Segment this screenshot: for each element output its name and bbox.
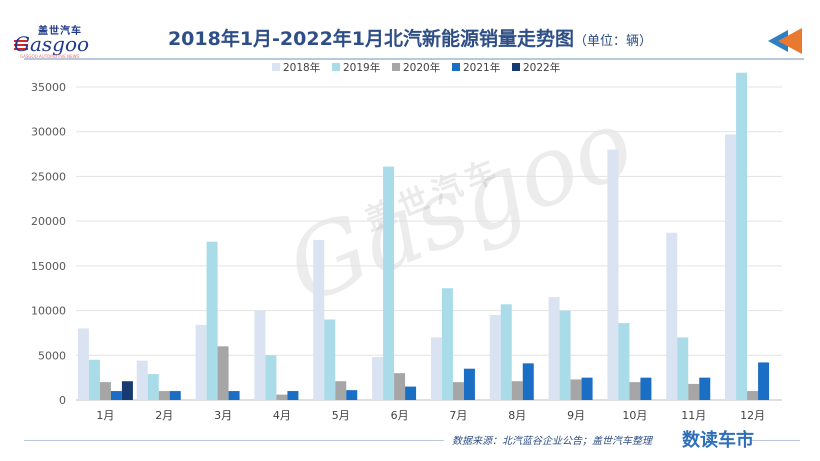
bar — [276, 394, 288, 400]
bar — [110, 391, 122, 400]
bar — [383, 166, 395, 400]
bar — [206, 241, 218, 400]
x-tick-label: 6月 — [391, 409, 409, 422]
x-tick-label: 11月 — [681, 409, 706, 422]
bar — [463, 368, 475, 400]
data-source-note: 数据来源：北汽蓝谷企业公告；盖世汽车整理 — [452, 436, 652, 447]
bar — [228, 391, 240, 400]
x-tick-label: 7月 — [449, 409, 467, 422]
y-tick-label: 0 — [59, 394, 66, 407]
gasgoo-logo: 盖世汽车 Gasgoo GASGOO AUTOMOTIVE NEWS — [14, 22, 92, 60]
bar — [607, 149, 619, 400]
bar — [346, 390, 358, 400]
footer-divider-right — [752, 440, 800, 441]
bar — [570, 379, 582, 400]
arrow-left-icon — [768, 28, 802, 54]
bar — [640, 377, 652, 400]
title-divider — [24, 58, 804, 60]
bar — [372, 357, 384, 400]
x-tick-label: 10月 — [622, 409, 647, 422]
bar — [394, 373, 406, 400]
bar — [581, 377, 593, 400]
bar — [629, 382, 641, 400]
y-tick-label: 15000 — [31, 260, 66, 273]
logo-english-text: Gasgoo — [14, 32, 90, 56]
legend-label: 2019年 — [343, 61, 380, 74]
legend-swatch — [512, 63, 520, 71]
x-tick-label: 1月 — [96, 409, 114, 422]
x-tick-label: 9月 — [567, 409, 585, 422]
bar — [618, 323, 630, 400]
bar — [511, 381, 523, 400]
bar — [452, 382, 464, 400]
legend-label: 2018年 — [283, 61, 320, 74]
bar — [287, 391, 299, 400]
logo-stripes-icon — [14, 40, 28, 50]
x-tick-label: 12月 — [740, 409, 765, 422]
bar — [217, 346, 229, 400]
brand-label: 数读车市 — [682, 430, 754, 451]
bar — [430, 337, 442, 400]
chart-title: 2018年1月-2022年1月北汽新能源销量走势图（单位：辆） — [0, 24, 820, 51]
bar — [441, 288, 453, 400]
x-tick-label: 3月 — [214, 409, 232, 422]
bar — [324, 319, 336, 400]
bar — [158, 391, 170, 400]
chart-title-text: 2018年1月-2022年1月北汽新能源销量走势图 — [167, 28, 575, 50]
legend-swatch — [452, 63, 460, 71]
footer-divider-left — [24, 440, 444, 441]
y-tick-label: 25000 — [31, 170, 66, 183]
legend-label: 2021年 — [463, 61, 500, 74]
x-tick-label: 2月 — [155, 409, 173, 422]
bar — [548, 297, 560, 400]
legend-swatch — [272, 63, 280, 71]
bar — [677, 337, 689, 400]
bar — [313, 239, 325, 400]
y-tick-label: 35000 — [31, 81, 66, 94]
legend-label: 2020年 — [403, 61, 440, 74]
bar — [699, 377, 711, 400]
bar — [747, 391, 759, 400]
bar — [559, 310, 571, 400]
logo-subtitle: GASGOO AUTOMOTIVE NEWS — [20, 54, 80, 59]
logo-chinese-text: 盖世汽车 — [38, 26, 82, 37]
bar — [99, 382, 111, 400]
bar — [736, 72, 748, 400]
y-tick-label: 5000 — [38, 349, 66, 362]
bar — [522, 363, 534, 400]
bar — [758, 362, 770, 400]
y-tick-label: 10000 — [31, 305, 66, 318]
x-tick-label: 5月 — [332, 409, 350, 422]
legend-swatch — [392, 63, 400, 71]
bar — [405, 386, 417, 400]
bar — [254, 310, 266, 400]
bar — [136, 360, 148, 400]
bar — [265, 355, 277, 400]
legend-label: 2022年 — [523, 61, 560, 74]
bar — [195, 324, 207, 400]
y-tick-label: 30000 — [31, 126, 66, 139]
chart-unit: （单位：辆） — [574, 34, 653, 49]
legend-swatch — [332, 63, 340, 71]
bar — [169, 391, 181, 400]
bar — [147, 374, 159, 400]
bar — [489, 315, 501, 400]
y-tick-label: 20000 — [31, 215, 66, 228]
bar — [688, 383, 700, 400]
x-tick-label: 8月 — [508, 409, 526, 422]
bar — [666, 232, 678, 400]
bar — [335, 381, 347, 400]
bar — [500, 304, 512, 400]
bar — [725, 134, 737, 400]
bar — [88, 359, 100, 400]
bar — [77, 328, 89, 400]
x-tick-label: 4月 — [273, 409, 291, 422]
bar — [121, 381, 133, 400]
